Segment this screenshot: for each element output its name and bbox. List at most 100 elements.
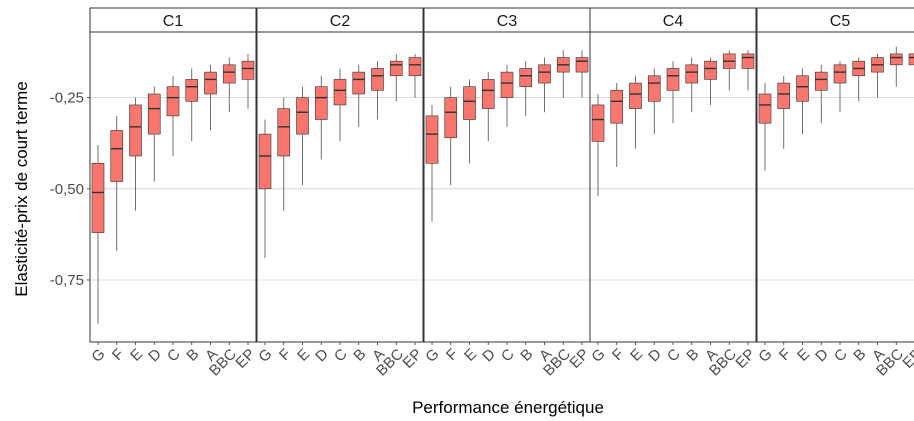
- box-c3-bbc: [556, 50, 570, 98]
- x-tick-label: B: [183, 346, 202, 365]
- box-c1-b: [185, 68, 199, 142]
- box-iqr: [444, 97, 458, 139]
- box-c1-e: [129, 97, 142, 211]
- x-tick-label: EP: [899, 346, 914, 372]
- box-c5-a: [871, 53, 884, 98]
- box-c3-ep: [575, 50, 589, 98]
- x-tick-label: E: [627, 346, 646, 365]
- box-c1-g: [91, 145, 105, 324]
- box-c4-d: [647, 68, 661, 135]
- box-iqr: [296, 97, 309, 135]
- box-c3-f: [444, 86, 458, 186]
- panel-border: [589, 31, 757, 343]
- box-iqr: [814, 71, 828, 91]
- box-c3-b: [519, 61, 533, 116]
- box-c2-d: [314, 75, 328, 160]
- x-tick-label: E: [461, 346, 480, 365]
- box-iqr: [425, 115, 439, 164]
- box-iqr: [704, 60, 717, 80]
- box-iqr: [314, 86, 328, 120]
- panel-border: [89, 31, 257, 343]
- x-tick-label: D: [145, 346, 165, 366]
- box-iqr: [666, 68, 680, 91]
- box-iqr: [147, 93, 161, 135]
- x-tick-label: F: [776, 346, 795, 365]
- box-c4-e: [629, 75, 642, 149]
- box-c2-ep: [408, 53, 422, 98]
- box-c1-a: [204, 64, 217, 131]
- box-iqr: [758, 93, 772, 124]
- box-iqr: [647, 75, 661, 102]
- box-c2-g: [258, 119, 272, 259]
- facet-strip-c1: [89, 7, 257, 33]
- box-c3-c: [500, 64, 514, 127]
- facet-label-c1: C1: [163, 13, 184, 30]
- box-c5-d: [814, 64, 828, 124]
- box-iqr: [908, 53, 914, 66]
- y-tick-label: -0,25: [50, 90, 84, 107]
- facet-label-c4: C4: [663, 13, 684, 30]
- box-c4-b: [685, 57, 699, 113]
- box-iqr: [610, 90, 624, 124]
- box-iqr: [591, 104, 605, 142]
- box-iqr: [629, 82, 642, 109]
- box-c5-bbc: [889, 46, 903, 87]
- facet-strip-c2: [256, 7, 424, 33]
- x-tick-label: EP: [232, 346, 258, 372]
- box-c2-f: [277, 97, 291, 211]
- box-iqr: [538, 64, 551, 84]
- x-tick-label: EP: [399, 346, 425, 372]
- box-iqr: [258, 133, 272, 190]
- box-c4-ep: [741, 50, 755, 91]
- box-iqr: [500, 71, 514, 98]
- box-c5-g: [758, 83, 772, 171]
- x-tick-label: B: [683, 346, 702, 365]
- box-c1-c: [166, 75, 180, 156]
- box-c1-ep: [241, 53, 255, 109]
- x-tick-label: D: [812, 346, 832, 366]
- y-tick-label: -0,75: [50, 272, 84, 289]
- box-c2-a: [371, 61, 384, 120]
- box-iqr: [222, 64, 236, 84]
- box-c4-a: [704, 57, 717, 105]
- x-tick-label: E: [794, 346, 813, 365]
- box-c3-g: [425, 104, 439, 222]
- x-tick-label: G: [422, 346, 442, 366]
- box-iqr: [352, 71, 366, 95]
- x-tick-label: C: [664, 346, 684, 366]
- box-iqr: [204, 71, 217, 95]
- box-iqr: [277, 108, 291, 157]
- x-tick-label: C: [498, 346, 518, 366]
- box-iqr: [185, 79, 199, 102]
- box-c1-bbc: [222, 57, 236, 113]
- box-c3-e: [463, 79, 476, 164]
- x-tick-label: D: [479, 346, 499, 366]
- box-c2-b: [352, 64, 366, 127]
- box-c4-bbc: [722, 50, 736, 91]
- box-c4-f: [610, 83, 624, 167]
- box-iqr: [371, 68, 384, 91]
- facet-strip-c4: [589, 7, 757, 33]
- box-iqr: [463, 86, 476, 120]
- y-axis-title: Elasticité-prix de court terme: [12, 81, 31, 296]
- box-iqr: [333, 79, 347, 106]
- y-axis: -0,25 -0,50 -0,75: [50, 90, 90, 289]
- x-tick-label: G: [588, 346, 608, 366]
- box-iqr: [241, 60, 255, 80]
- box-c1-f: [110, 115, 124, 251]
- box-iqr: [575, 57, 589, 73]
- panel-border: [256, 31, 424, 343]
- x-tick-label: F: [443, 346, 462, 365]
- box-iqr: [777, 82, 791, 109]
- box-c5-ep: [908, 53, 914, 66]
- x-tick-label: D: [645, 346, 665, 366]
- box-c5-c: [833, 61, 847, 113]
- facet-label-c3: C3: [497, 13, 518, 30]
- box-iqr: [833, 64, 847, 84]
- x-tick-label: E: [294, 346, 313, 365]
